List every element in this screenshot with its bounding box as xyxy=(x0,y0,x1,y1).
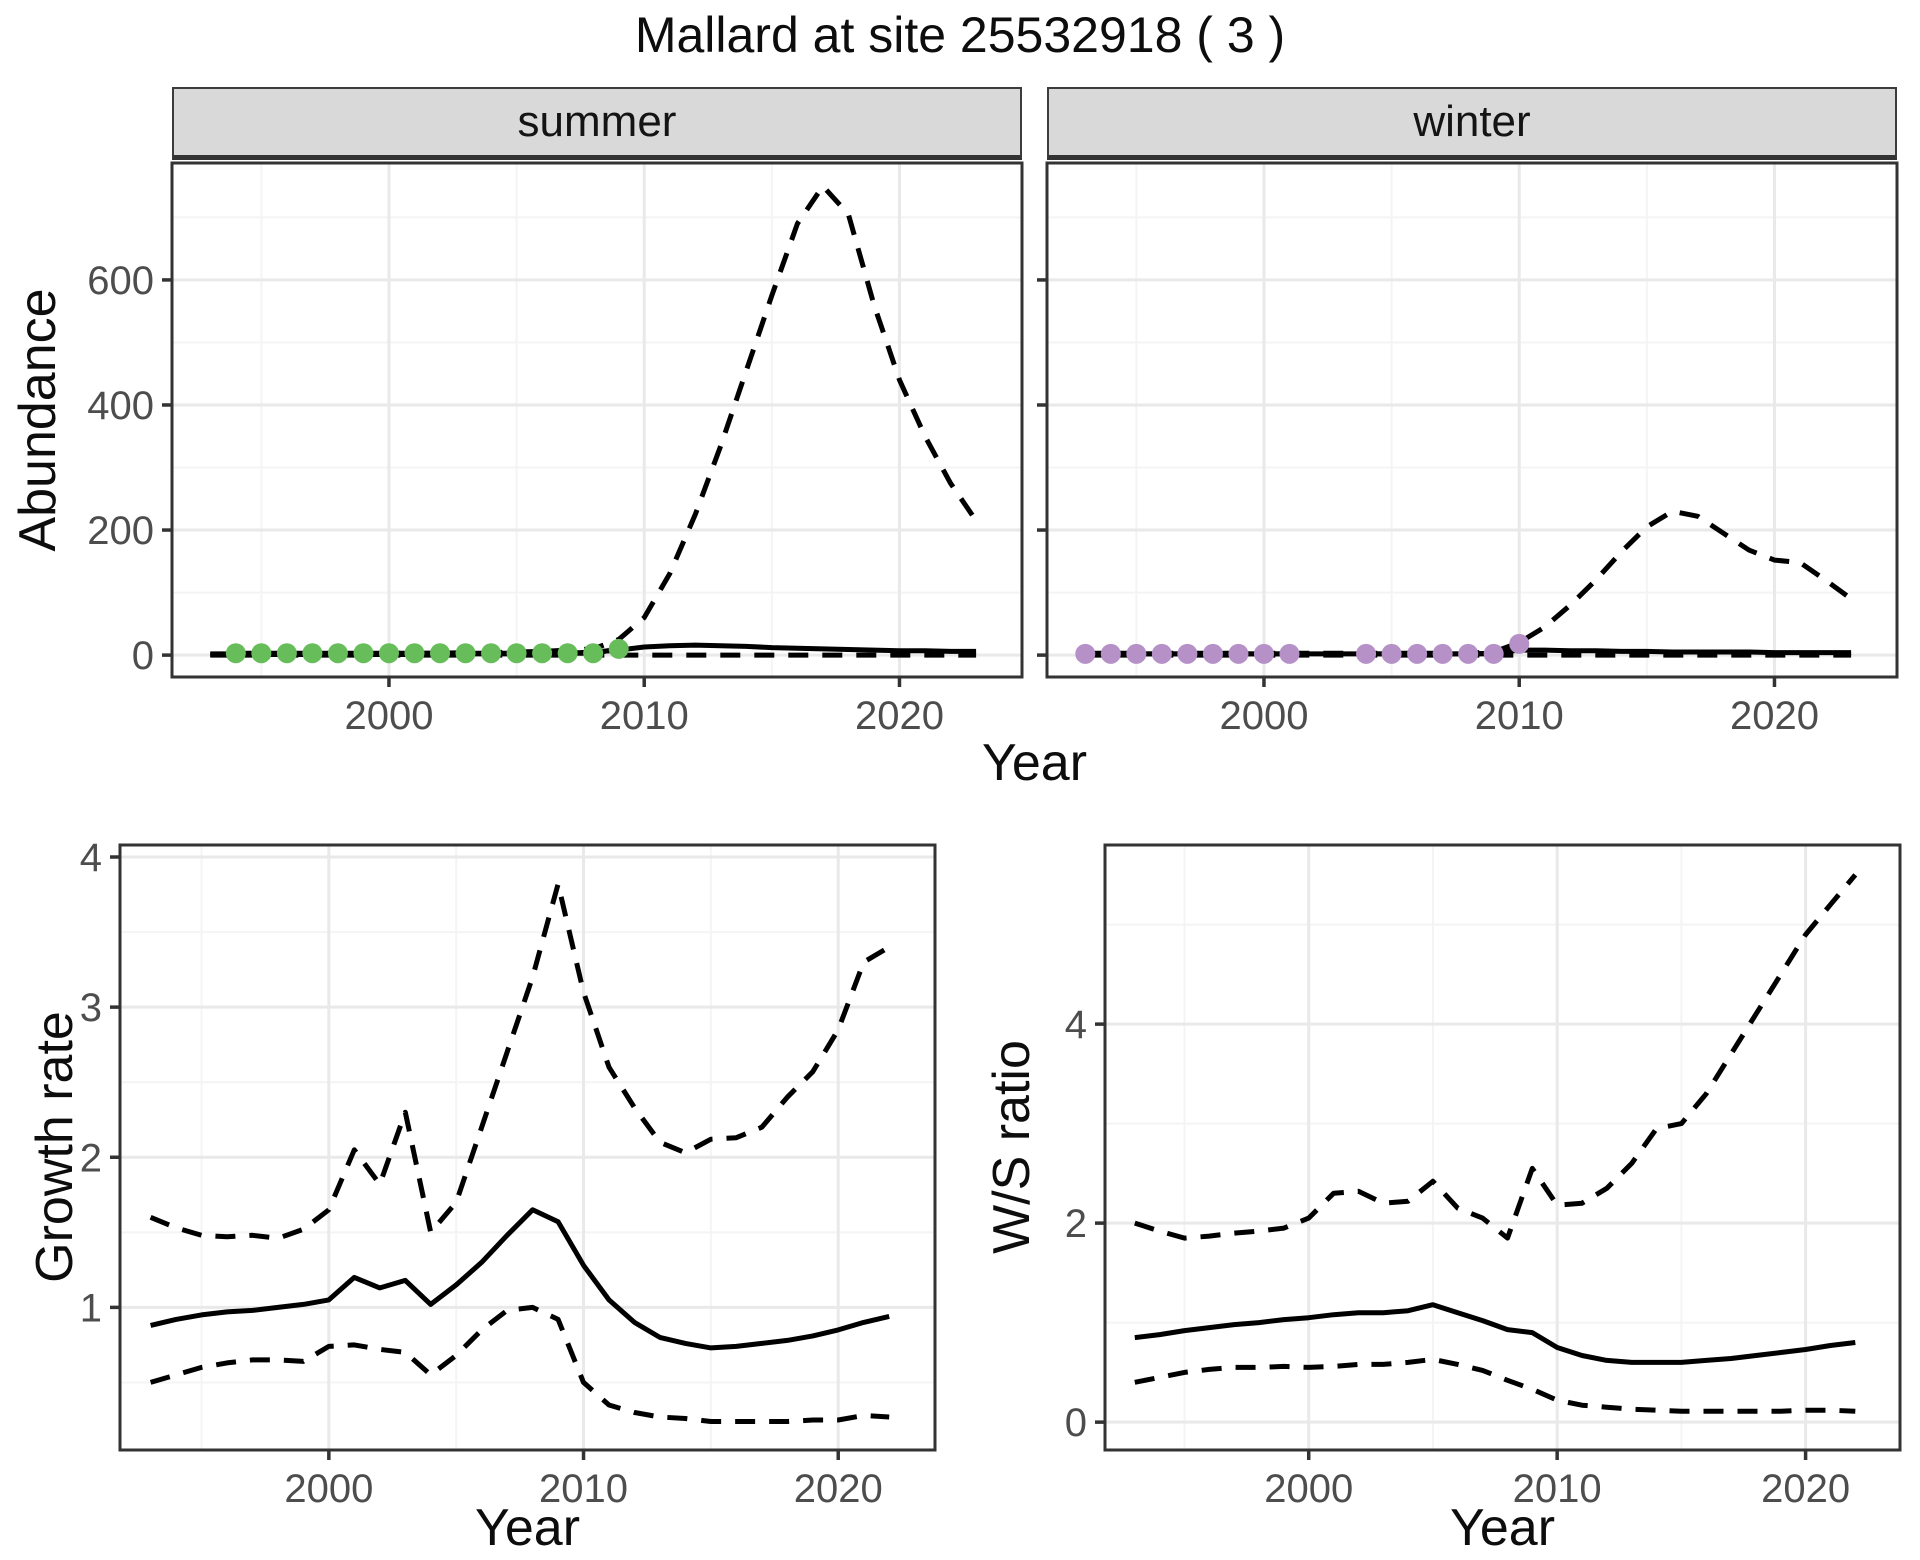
winter-data-point xyxy=(1075,643,1096,664)
winter-data-point xyxy=(1228,643,1249,664)
winter-data-point xyxy=(1458,643,1479,664)
ws-y-tick-label: 4 xyxy=(1065,1003,1087,1047)
winter-data-point xyxy=(1177,643,1198,664)
summer-data-point xyxy=(251,643,272,664)
winter-data-point xyxy=(1509,633,1530,654)
summer-data-point xyxy=(608,638,629,659)
summer-data-point xyxy=(378,643,399,664)
ws-fit-line xyxy=(1134,1302,1856,1365)
winter-data-point xyxy=(1356,643,1377,664)
growth-lower_ci-line xyxy=(149,1304,890,1424)
plot-title: Mallard at site 25532918 ( 3 ) xyxy=(634,7,1286,63)
summer-data-point xyxy=(455,643,476,664)
winter-data-point xyxy=(1126,643,1147,664)
summer-data-point xyxy=(430,643,451,664)
ws-x-tick-label: 2020 xyxy=(1761,1467,1850,1511)
growth-y-tick-label: 3 xyxy=(80,986,102,1030)
ws-y-tick-label: 0 xyxy=(1065,1401,1087,1445)
summer-y-tick-label: 600 xyxy=(87,259,154,303)
growth-x-tick-label: 2010 xyxy=(539,1467,628,1511)
summer-data-point xyxy=(327,643,348,664)
summer-data-point xyxy=(353,643,374,664)
winter-data-point xyxy=(1253,643,1274,664)
summer-data-point xyxy=(583,643,604,664)
ws-x-tick-label: 2010 xyxy=(1513,1467,1602,1511)
summer-data-point xyxy=(404,643,425,664)
summer-panel-background xyxy=(172,163,1022,677)
summer-y-tick-label: 0 xyxy=(132,634,154,678)
growth-year-axis-title: Year xyxy=(474,1499,581,1557)
ws-panel-background xyxy=(1105,845,1900,1450)
growth-y-tick-label: 1 xyxy=(80,1286,102,1330)
winter-data-point xyxy=(1151,643,1172,664)
winter-panel-background xyxy=(1047,163,1897,677)
growth-y-tick-label: 2 xyxy=(80,1136,102,1180)
summer-y-tick-label: 400 xyxy=(87,384,154,428)
summer-x-tick-label: 2010 xyxy=(600,694,689,738)
growth-x-tick-label: 2000 xyxy=(284,1467,373,1511)
ws-y-tick-label: 2 xyxy=(1065,1202,1087,1246)
facet-strip-winter: winter xyxy=(1047,87,1897,160)
summer-x-tick-label: 2020 xyxy=(855,694,944,738)
summer-data-point xyxy=(302,643,323,664)
winter-x-tick-label: 2020 xyxy=(1730,694,1819,738)
ws-x-tick-label: 2000 xyxy=(1264,1467,1353,1511)
ws-lower_ci-line xyxy=(1134,1356,1856,1414)
facet-strip-summer: summer xyxy=(172,87,1022,160)
ws-panel-border xyxy=(1103,843,1902,1452)
growth-rate-axis-title: Growth rate xyxy=(26,1011,84,1283)
summer-data-point xyxy=(276,643,297,664)
growth-y-tick-label: 4 xyxy=(80,836,102,880)
summer-data-point xyxy=(481,643,502,664)
summer-panel-border xyxy=(170,161,1024,679)
summer-data-point xyxy=(557,643,578,664)
top-year-axis-title: Year xyxy=(981,734,1088,792)
growth-fit-line xyxy=(150,1207,890,1351)
ws-ratio-axis-title: W/S ratio xyxy=(983,1040,1041,1254)
winter-x-tick-label: 2010 xyxy=(1475,694,1564,738)
winter-data-point xyxy=(1432,643,1453,664)
facet-strip-summer-label: summer xyxy=(517,97,677,146)
ws-year-axis-title: Year xyxy=(1449,1499,1556,1557)
growth-x-tick-label: 2020 xyxy=(794,1467,883,1511)
winter-data-point xyxy=(1407,643,1428,664)
summer-y-tick-label: 200 xyxy=(87,509,154,553)
summer-x-tick-label: 2000 xyxy=(344,694,433,738)
winter-panel-border xyxy=(1045,161,1899,679)
growth-panel-border xyxy=(118,843,937,1452)
abundance-axis-title: Abundance xyxy=(9,288,67,552)
summer-data-point xyxy=(225,643,246,664)
growth-upper_ci-line xyxy=(149,881,891,1241)
facet-strip-winter-label: winter xyxy=(1413,97,1531,146)
winter-data-point xyxy=(1202,643,1223,664)
ws-upper_ci-line xyxy=(1134,873,1858,1241)
summer-data-point xyxy=(506,643,527,664)
winter-data-point xyxy=(1483,643,1504,664)
winter-data-point xyxy=(1279,643,1300,664)
winter-data-point xyxy=(1100,643,1121,664)
winter-x-tick-label: 2000 xyxy=(1219,694,1308,738)
growth-panel-background xyxy=(120,845,935,1450)
summer-data-point xyxy=(532,643,553,664)
winter-data-point xyxy=(1381,643,1402,664)
